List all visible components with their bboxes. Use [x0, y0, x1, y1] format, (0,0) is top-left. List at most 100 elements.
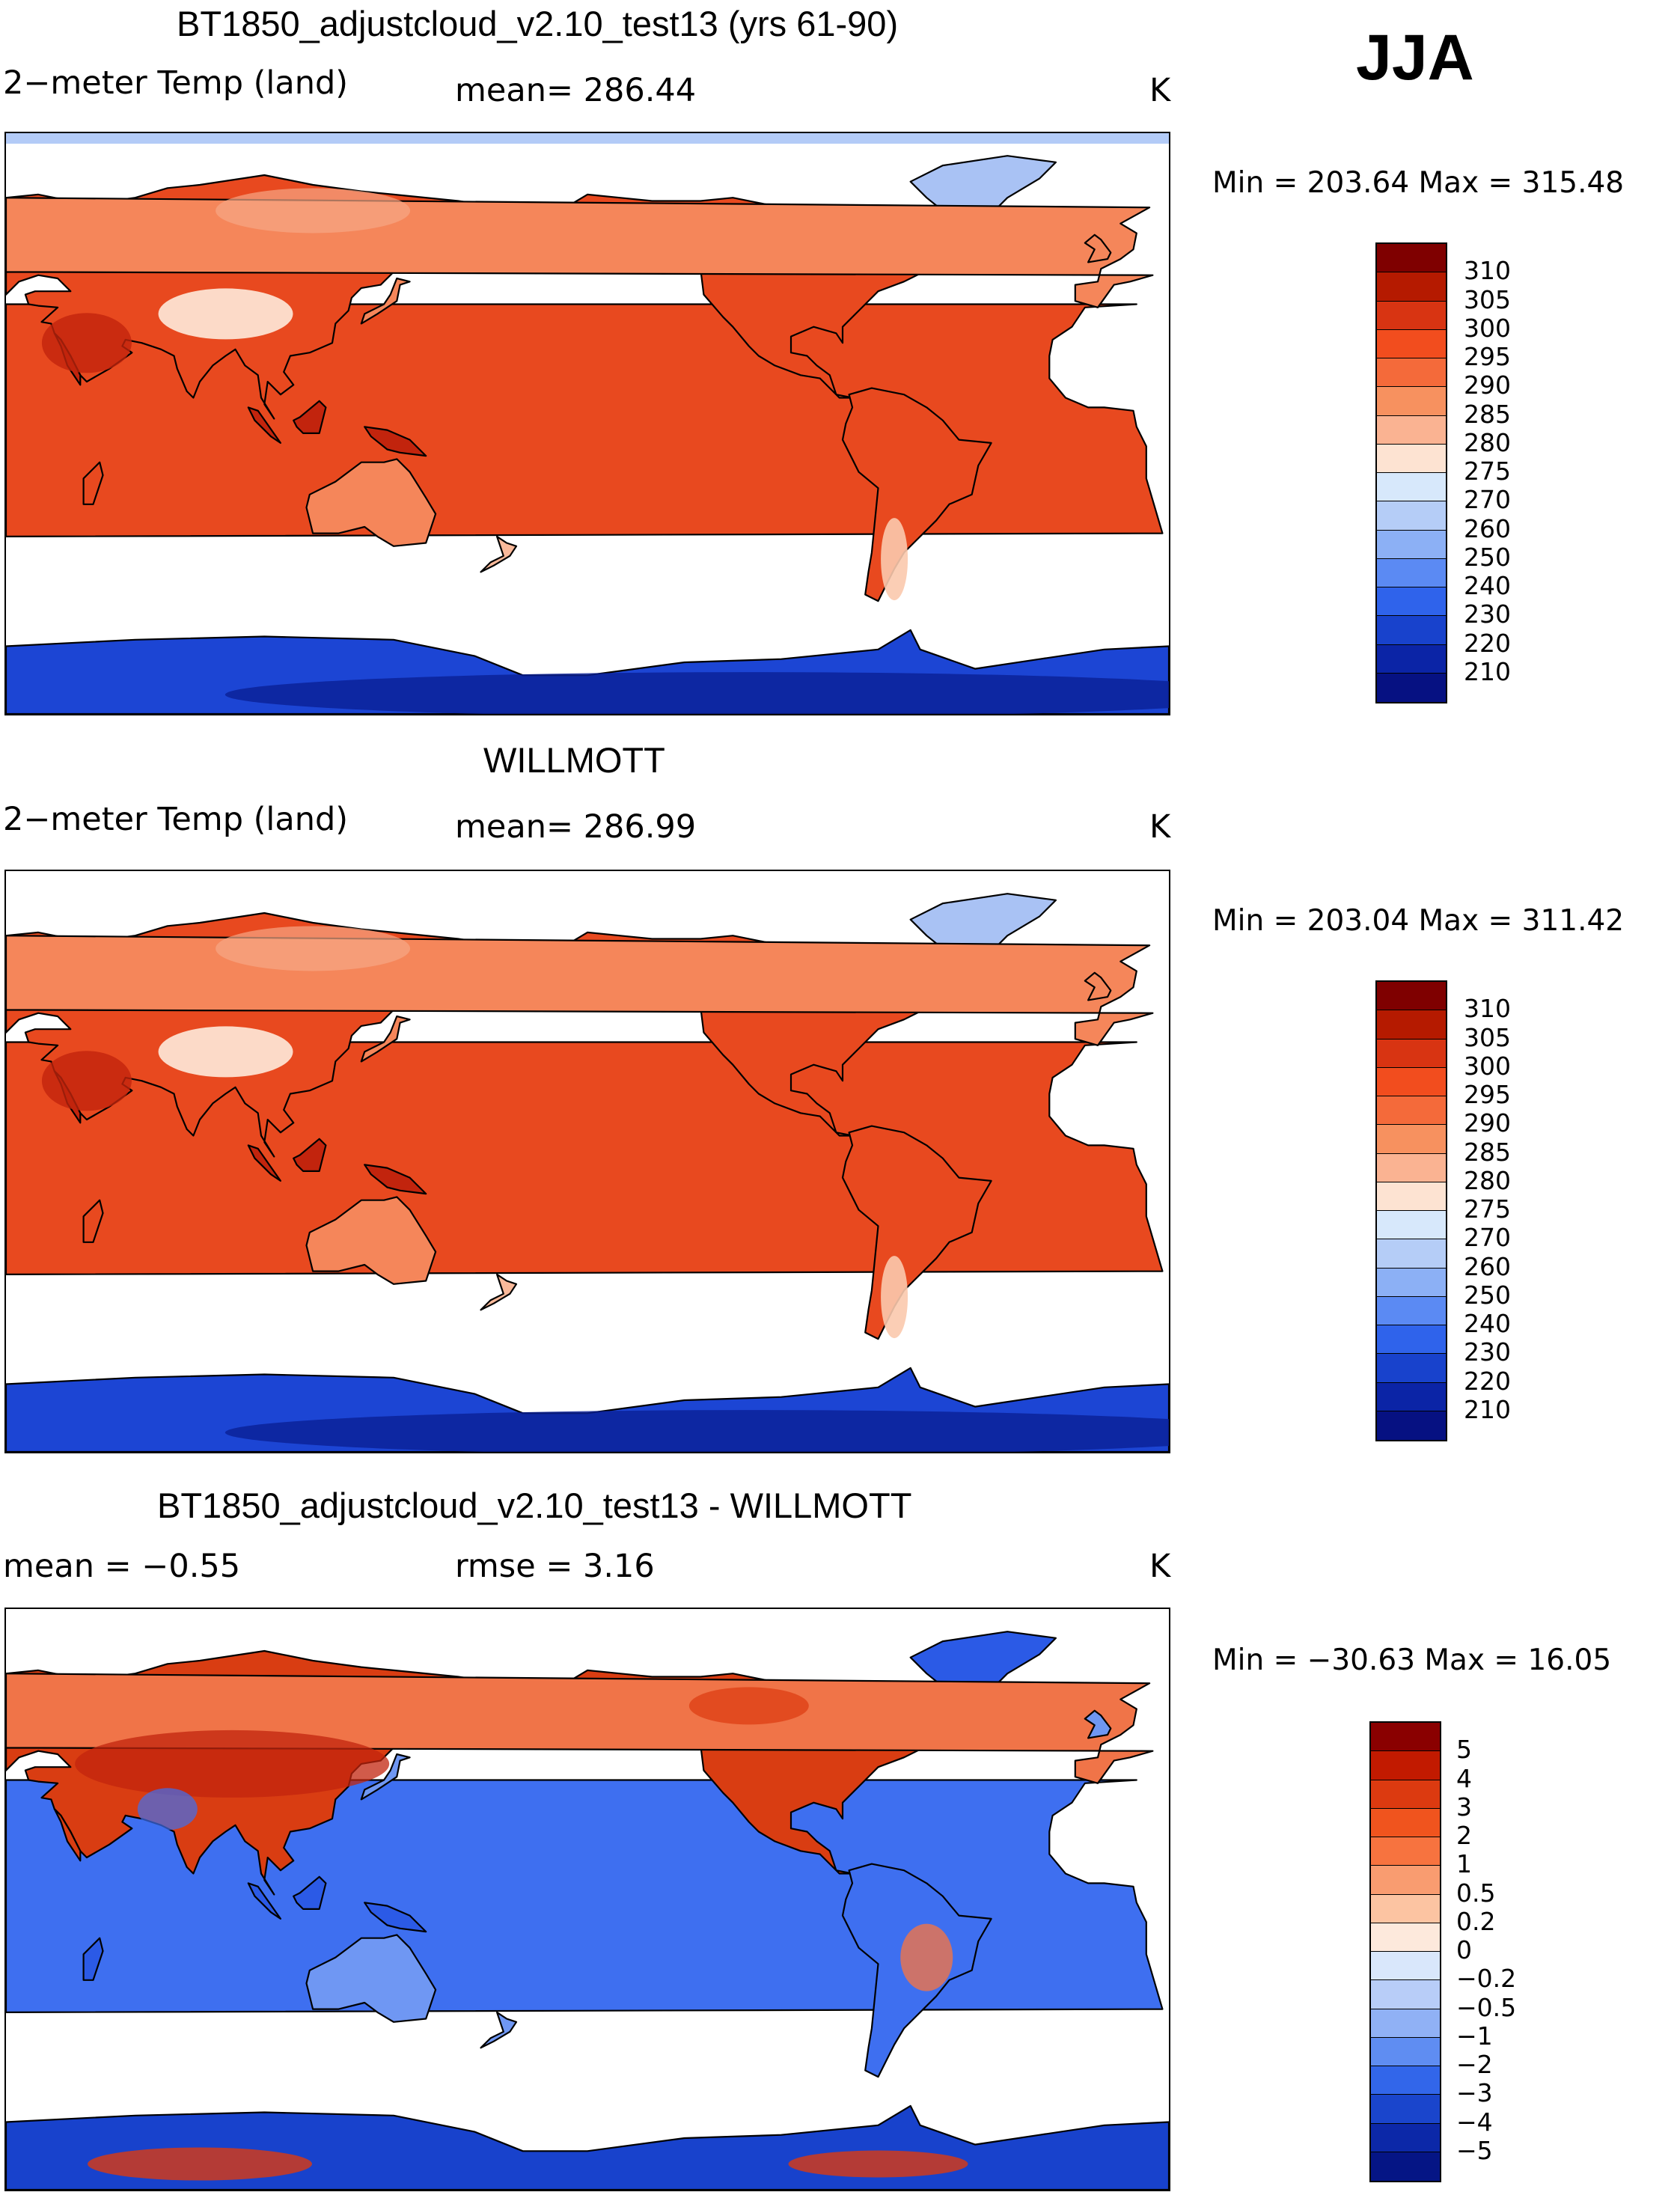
- colorbar-swatch: [1377, 1382, 1446, 1411]
- india-cold-bias: [137, 1788, 198, 1831]
- colorbar-swatch: [1377, 644, 1446, 674]
- colorbar-swatch: [1377, 587, 1446, 617]
- landmass-ng: [364, 1164, 427, 1195]
- colorbar-swatch: [1371, 2123, 1440, 2152]
- landmass-borneo: [293, 400, 327, 434]
- colorbar-tick-label: 285: [1464, 399, 1511, 429]
- colorbar-swatch: [1371, 2009, 1440, 2038]
- panel-2-mean: mean= 286.99: [455, 808, 697, 846]
- colorbar-tick-label: 5: [1456, 1735, 1472, 1765]
- colorbar-tick-label: 4: [1456, 1763, 1472, 1793]
- landmass-ng: [364, 1902, 427, 1933]
- panel-1-units: K: [1149, 72, 1171, 109]
- colorbar-swatch: [1377, 558, 1446, 587]
- landmass-madagascar: [82, 1937, 104, 1981]
- panel-2-map-plot: [6, 893, 1169, 1452]
- colorbar-swatch: [1371, 1780, 1440, 1809]
- panel-3-map: [4, 1608, 1170, 2191]
- colorbar-tick-label: 220: [1464, 1366, 1511, 1396]
- colorbar-swatch: [1377, 358, 1446, 388]
- colorbar-tick-label: −5: [1456, 2135, 1493, 2165]
- colorbar-tick-label: 210: [1464, 1394, 1511, 1424]
- landmass-sumatra: [247, 1882, 281, 1920]
- colorbar-swatch: [1377, 1010, 1446, 1040]
- landmass-sumatra: [247, 1144, 281, 1182]
- colorbar-swatch: [1377, 1268, 1446, 1297]
- panel-3-units: K: [1149, 1548, 1171, 1585]
- landmass-australia: [305, 1934, 437, 2023]
- landmass-ng: [364, 426, 427, 457]
- colorbar-swatch: [1377, 444, 1446, 473]
- colorbar-tick-label: 260: [1464, 513, 1511, 543]
- antarctic-warm-bias-west: [788, 2150, 968, 2178]
- season-label: JJA: [1356, 22, 1474, 94]
- colorbar-swatch: [1371, 1837, 1440, 1866]
- landmass-uk: [1084, 233, 1112, 263]
- landmass-japan: [360, 1753, 411, 1801]
- panel-3-mean: mean = −0.55: [3, 1548, 241, 1585]
- colorbar-tick-label: −4: [1456, 2107, 1493, 2137]
- landmass-nz: [480, 1273, 518, 1311]
- tibet-plateau: [158, 1026, 293, 1078]
- colorbar-tick-label: 230: [1464, 599, 1511, 629]
- landmass-arabiaGap: [53, 1808, 82, 1862]
- landmass-nz: [480, 535, 518, 573]
- colorbar-tick-label: −1: [1456, 2021, 1493, 2051]
- colorbar-swatch: [1377, 1039, 1446, 1068]
- colorbar-swatch: [1377, 1067, 1446, 1096]
- colorbar-tick-label: 220: [1464, 628, 1511, 658]
- colorbar-tick-label: 250: [1464, 542, 1511, 572]
- colorbar-swatch: [1371, 2066, 1440, 2095]
- colorbar-swatch: [1371, 1808, 1440, 1837]
- asia-warm-bias: [75, 1730, 390, 1798]
- colorbar-tick-label: 275: [1464, 1194, 1511, 1224]
- colorbar-tick-label: 310: [1464, 994, 1511, 1024]
- landmass-sumatra: [247, 406, 281, 444]
- colorbar-tick-label: 260: [1464, 1251, 1511, 1281]
- panel-1-map-plot: [6, 133, 1169, 714]
- antarctic-interior: [225, 1410, 1169, 1452]
- panel-2-units: K: [1149, 808, 1171, 846]
- landmass-borneo: [293, 1138, 327, 1172]
- colorbar-tick-label: 270: [1464, 1223, 1511, 1253]
- panel-2-minmax: Min = 203.04 Max = 311.42: [1212, 904, 1625, 938]
- colorbar-swatch: [1377, 244, 1446, 273]
- colorbar-tick-label: 0.5: [1456, 1878, 1496, 1908]
- colorbar-tick-label: 2: [1456, 1821, 1472, 1850]
- colorbar-swatch: [1377, 1239, 1446, 1269]
- colorbar-swatch: [1371, 1923, 1440, 1952]
- colorbar-swatch: [1377, 329, 1446, 358]
- colorbar-swatch: [1377, 530, 1446, 559]
- panel-2-variable: 2−meter Temp (land): [3, 801, 349, 838]
- colorbar-swatch: [1371, 1952, 1440, 1981]
- colorbar-tick-label: 250: [1464, 1280, 1511, 1310]
- colorbar-swatch: [1377, 415, 1446, 445]
- panel-3-rmse: rmse = 3.16: [455, 1548, 655, 1585]
- landmass-japan: [360, 277, 411, 325]
- colorbar-tick-label: 305: [1464, 1022, 1511, 1052]
- colorbar-swatch: [1371, 1866, 1440, 1895]
- landmass-iberia: [6, 1673, 1154, 1784]
- colorbar-swatch: [1377, 1211, 1446, 1240]
- panel-3-colorbar: [1369, 1721, 1441, 2182]
- colorbar-swatch: [1377, 1411, 1446, 1440]
- panel-2-map: [4, 870, 1170, 1453]
- colorbar-tick-label: 275: [1464, 457, 1511, 486]
- colorbar-tick-label: 280: [1464, 427, 1511, 457]
- colorbar-tick-label: 310: [1464, 256, 1511, 286]
- colorbar-tick-label: 230: [1464, 1337, 1511, 1367]
- panel-1-minmax: Min = 203.64 Max = 315.48: [1212, 166, 1625, 200]
- colorbar-tick-label: 285: [1464, 1137, 1511, 1167]
- colorbar-swatch: [1371, 2152, 1440, 2181]
- colorbar-swatch: [1377, 616, 1446, 645]
- landmass-madagascar: [82, 461, 104, 505]
- panel-1-variable: 2−meter Temp (land): [3, 64, 349, 102]
- panel-1-title: BT1850_adjustcloud_v2.10_test13 (yrs 61-…: [177, 4, 899, 43]
- colorbar-swatch: [1377, 1096, 1446, 1126]
- arabia-hot-spot: [41, 313, 132, 373]
- colorbar-tick-label: 295: [1464, 342, 1511, 371]
- landmass-madagascar: [82, 1199, 104, 1243]
- panel-1-map: [4, 132, 1170, 715]
- colorbar-tick-label: 300: [1464, 313, 1511, 343]
- landmass-uk: [1084, 1709, 1112, 1739]
